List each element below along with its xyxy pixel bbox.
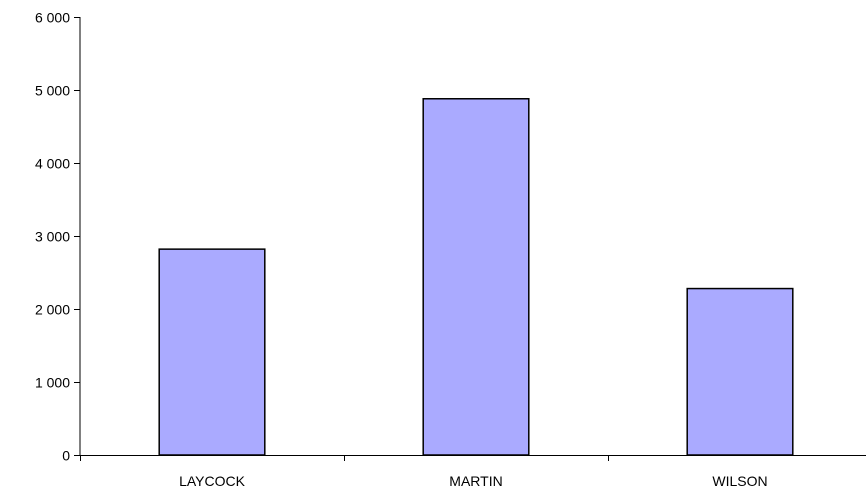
y-tick-label: 2 000 [35,302,70,318]
y-tick-label: 1 000 [35,375,70,391]
y-tick-label: 0 [62,448,70,464]
y-tick-label: 6 000 [35,10,70,26]
x-tick-label: LAYCOCK [179,473,246,489]
bars [158,98,794,456]
y-axis: 0 1 000 2 000 3 000 4 000 5 000 6 000 [35,10,81,464]
bar-laycock [158,248,266,456]
x-tick-label: WILSON [712,473,767,489]
y-tick-label: 4 000 [35,156,70,172]
bar-wilson [686,287,794,456]
y-tick-label: 5 000 [35,83,70,99]
y-tick-label: 3 000 [35,229,70,245]
x-axis: LAYCOCK MARTIN WILSON [80,455,866,489]
bar-martin [422,98,530,456]
x-tick-label: MARTIN [449,473,502,489]
